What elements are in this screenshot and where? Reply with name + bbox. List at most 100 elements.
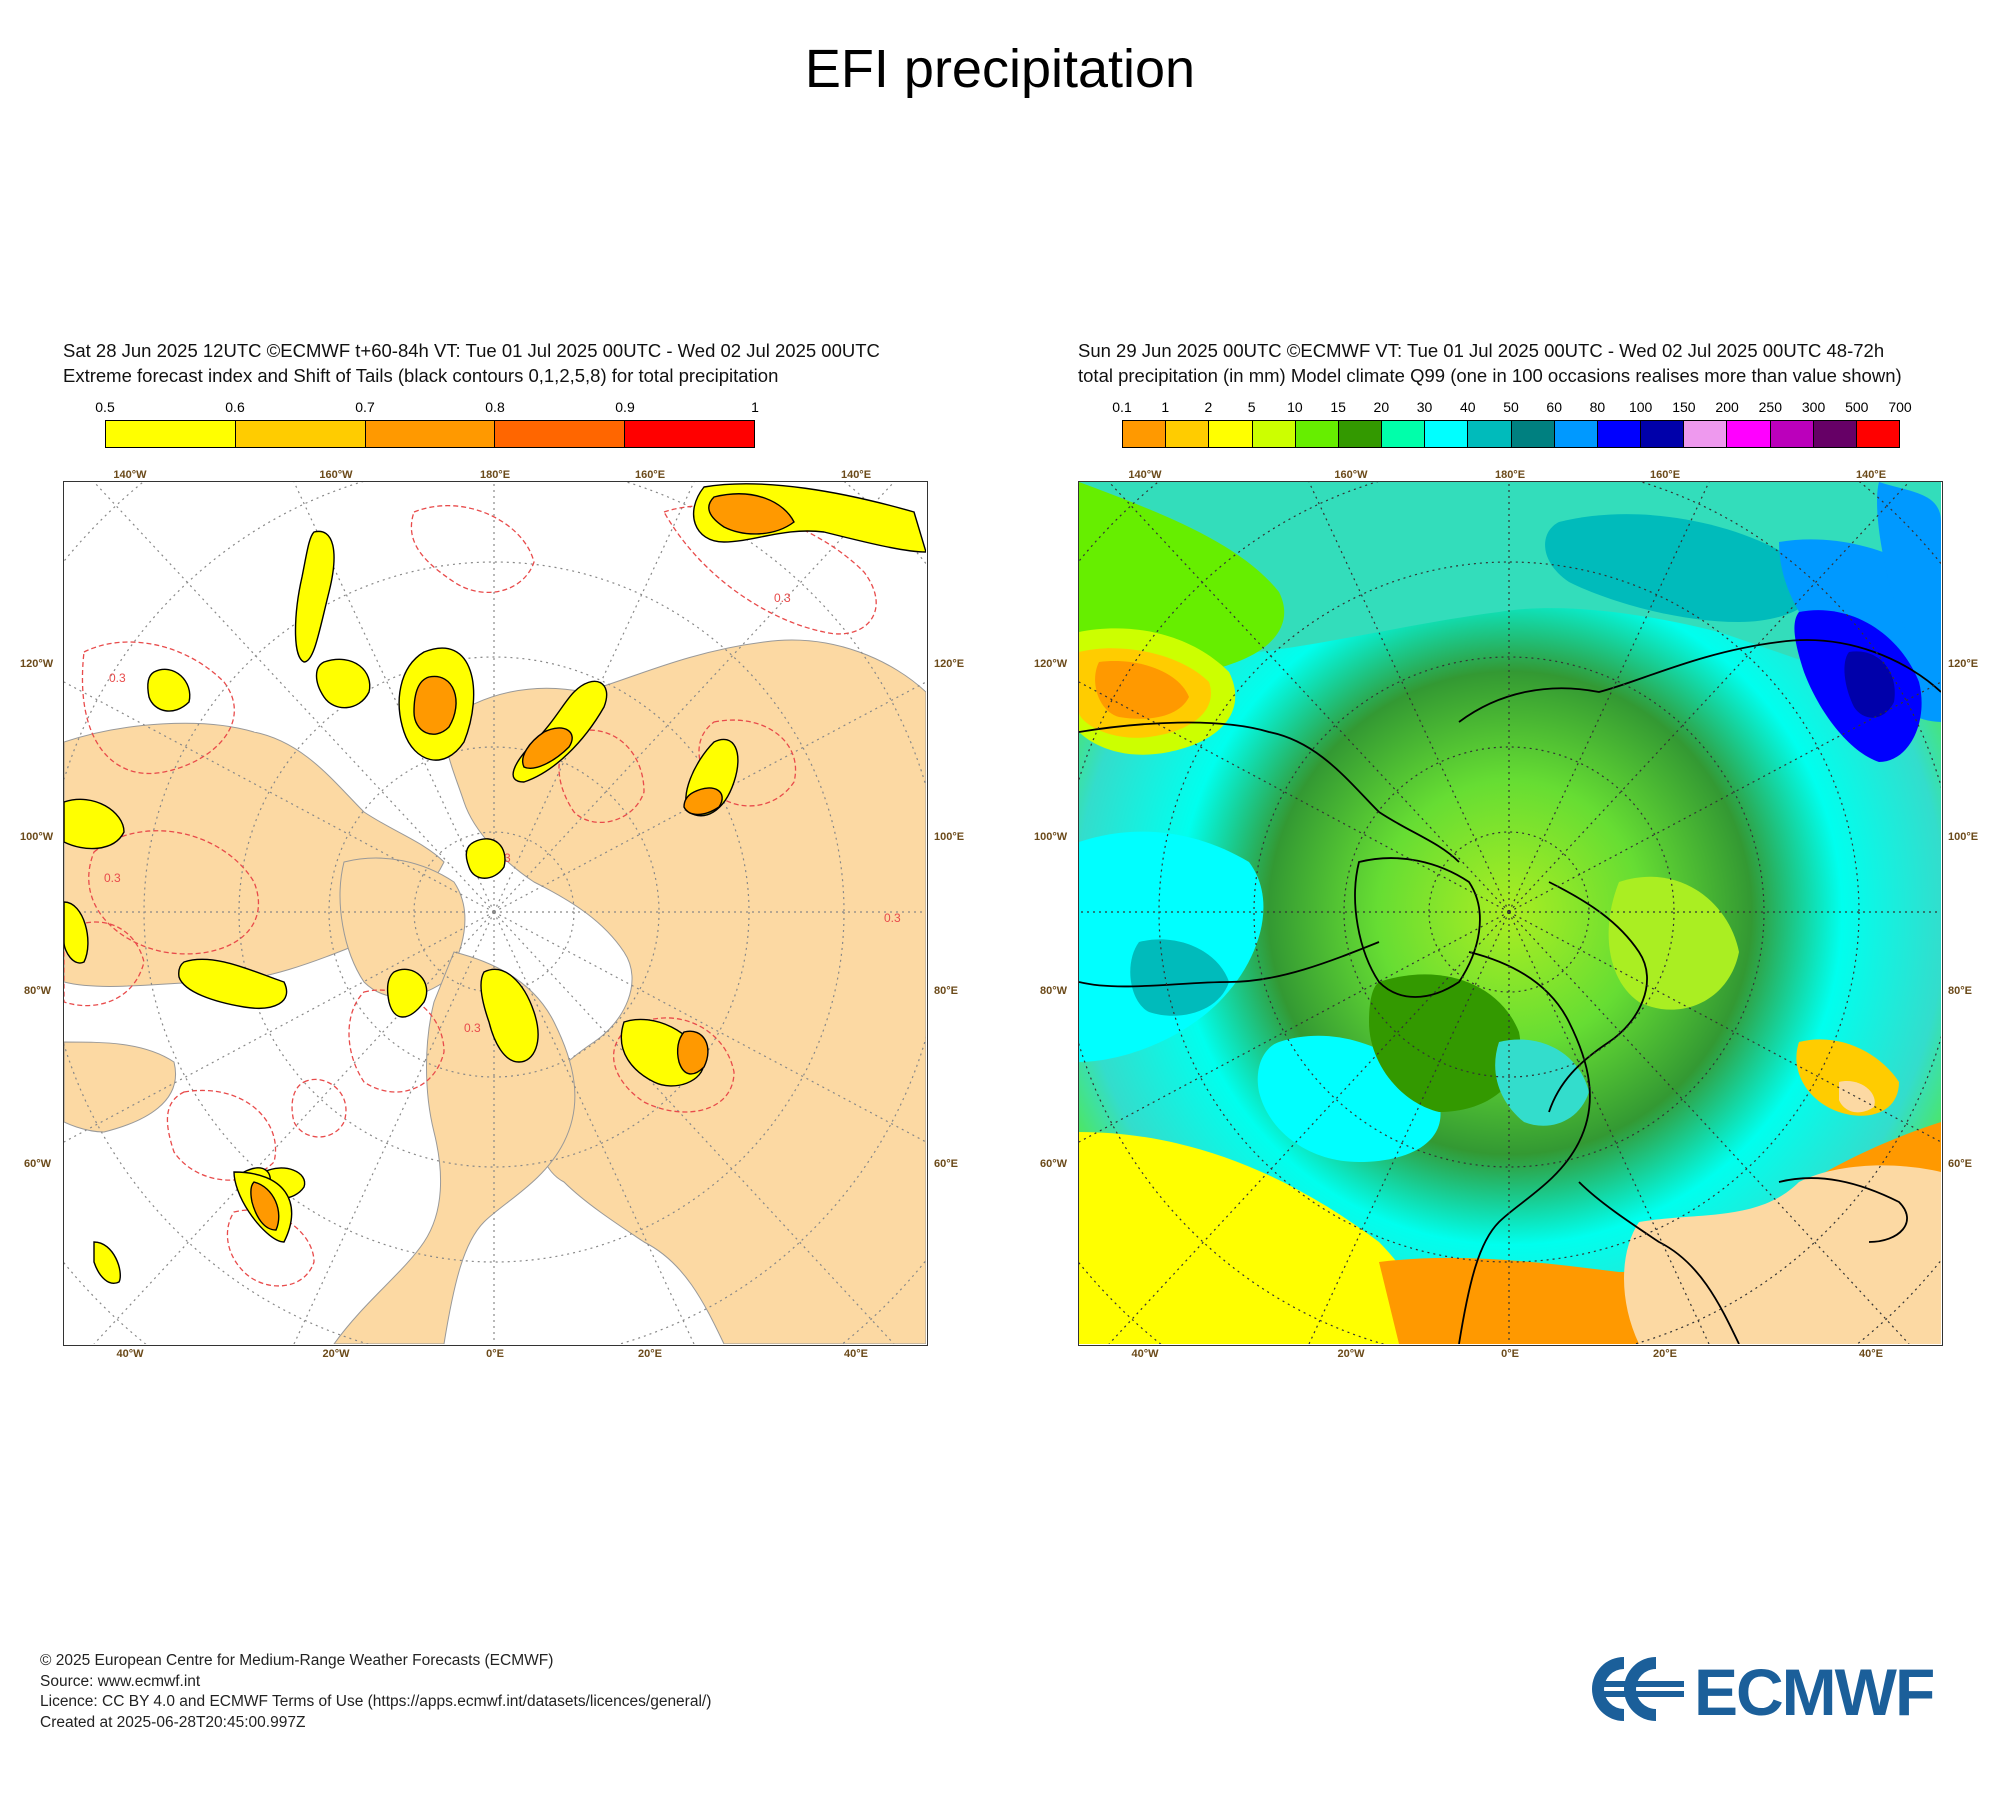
- lat-label: 120°W: [20, 658, 54, 670]
- right-colorbar-label: 15: [1330, 399, 1346, 415]
- lat-label: 80°E: [1948, 985, 1972, 997]
- right-colorbar-swatch: [1123, 421, 1167, 447]
- lon-label: 180°E: [1494, 469, 1526, 481]
- lon-label: 140°E: [840, 469, 872, 481]
- ecmwf-logo-text: ECMWF: [1694, 1655, 1933, 1723]
- right-colorbar-label: 5: [1247, 399, 1256, 415]
- left-header-line1: Sat 28 Jun 2025 12UTC ©ECMWF t+60-84h VT…: [63, 340, 880, 361]
- q99-precip-map[interactable]: [1078, 481, 1943, 1346]
- right-colorbar-label: 30: [1416, 399, 1433, 415]
- lat-label: 100°E: [1948, 831, 1979, 843]
- right-colorbar-swatch: [1554, 421, 1598, 447]
- right-colorbar-swatch: [1468, 421, 1512, 447]
- right-colorbar-label: 250: [1758, 399, 1783, 415]
- right-colorbar-label: 700: [1888, 399, 1912, 415]
- lat-label: 80°W: [1040, 985, 1068, 997]
- right-colorbar-swatch: [1597, 421, 1642, 447]
- left-colorbar-label: 0.7: [355, 399, 375, 415]
- lat-label: 60°E: [934, 1158, 958, 1170]
- lat-label: 100°W: [1034, 831, 1068, 843]
- lat-label: 100°W: [20, 831, 54, 843]
- right-colorbar-swatch: [1684, 421, 1728, 447]
- graticule: [64, 482, 926, 1344]
- lat-label: 120°E: [1948, 658, 1979, 670]
- right-header-line1: Sun 29 Jun 2025 00UTC ©ECMWF VT: Tue 01 …: [1078, 340, 1885, 361]
- lon-label: 160°E: [634, 469, 666, 481]
- right-colorbar-swatch: [1295, 421, 1339, 447]
- lon-label: 40°W: [116, 1348, 144, 1360]
- lon-label: 0°E: [486, 1348, 504, 1360]
- land-masses: [64, 639, 926, 1344]
- right-colorbar-swatch: [1425, 421, 1469, 447]
- lon-label: 140°W: [113, 469, 147, 481]
- contour-label: 0.3: [774, 591, 791, 605]
- lon-label: 20°E: [1653, 1348, 1677, 1360]
- right-panel-header: Sun 29 Jun 2025 00UTC ©ECMWF VT: Tue 01 …: [1078, 338, 1902, 388]
- left-colorbar-label: 0.9: [615, 399, 635, 415]
- right-colorbar-label: 300: [1801, 399, 1826, 415]
- right-colorbar-label: 200: [1715, 399, 1739, 415]
- footer-source[interactable]: Source: www.ecmwf.int: [40, 1672, 201, 1690]
- lat-label: 80°W: [24, 985, 52, 997]
- left-colorbar-label: 0.8: [485, 399, 505, 415]
- right-colorbar-swatch: [1338, 421, 1383, 447]
- footer-copyright: © 2025 European Centre for Medium-Range …: [40, 1652, 554, 1669]
- right-lon-top-labels: 140°W 160°W 180°E 160°E 140°E: [1078, 469, 1943, 483]
- left-lon-top-labels: 140°W 160°W 180°E 160°E 140°E: [63, 469, 928, 483]
- lon-label: 0°E: [1501, 1348, 1519, 1360]
- lon-label: 160°W: [319, 469, 353, 481]
- efi-shaded-areas: [64, 483, 926, 1284]
- right-colorbar-labels: 0.1 1 2 5 10 15 20 30 40 50 60 80 100 150 200 250 300 500…: [1112, 399, 1911, 421]
- lon-label: 20°W: [322, 1348, 350, 1360]
- ecmwf-logo-mark: [1592, 1657, 1684, 1721]
- right-colorbar-swatch: [1382, 421, 1426, 447]
- lon-label: 160°E: [1649, 469, 1681, 481]
- left-colorbar-swatch: [365, 421, 496, 447]
- page-title: EFI precipitation: [804, 39, 1196, 99]
- lat-label: 120°W: [1034, 658, 1068, 670]
- right-colorbar-label: 100: [1628, 399, 1653, 415]
- efi-map[interactable]: 0.3 0.3 0.3 0.3 0.3 0.3: [63, 481, 928, 1346]
- right-colorbar-label: 1: [1161, 399, 1170, 415]
- lon-label: 40°E: [844, 1348, 868, 1360]
- ecmwf-logo: ECMWF: [1590, 1655, 1965, 1729]
- right-colorbar-swatch: [1770, 421, 1814, 447]
- right-colorbar-swatch: [1856, 421, 1900, 447]
- left-colorbar: [105, 420, 755, 448]
- contour-label: 0.3: [884, 911, 901, 925]
- footer: © 2025 European Centre for Medium-Range …: [40, 1651, 711, 1733]
- right-colorbar-swatch: [1209, 421, 1253, 447]
- lon-label: 140°E: [1855, 469, 1887, 481]
- right-colorbar-label: 150: [1672, 399, 1696, 415]
- graticule: [1079, 482, 1941, 1344]
- right-colorbar-label: 80: [1589, 399, 1606, 415]
- contour-labels: 0.3 0.3 0.3 0.3 0.3 0.3: [104, 591, 901, 1035]
- left-colorbar-swatch: [495, 421, 626, 447]
- right-colorbar: [1122, 420, 1900, 448]
- left-colorbar-label: 1: [751, 399, 759, 415]
- right-colorbar-label: 40: [1459, 399, 1476, 415]
- lat-label: 100°E: [934, 831, 965, 843]
- contour-label: 0.3: [104, 871, 121, 885]
- lon-label: 20°E: [638, 1348, 662, 1360]
- lon-label: 20°W: [1337, 1348, 1365, 1360]
- right-lon-bottom-labels: 40°W 20°W 0°E 20°E 40°E: [1078, 1348, 1943, 1362]
- right-colorbar-label: 2: [1204, 399, 1213, 415]
- right-colorbar-label: 60: [1546, 399, 1563, 415]
- right-colorbar-label: 0.1: [1112, 399, 1132, 415]
- footer-licence[interactable]: Licence: CC BY 4.0 and ECMWF Terms of Us…: [40, 1693, 712, 1710]
- left-panel-header: Sat 28 Jun 2025 12UTC ©ECMWF t+60-84h VT…: [63, 338, 880, 388]
- left-colorbar-swatch: [106, 421, 236, 447]
- right-colorbar-swatch: [1813, 421, 1857, 447]
- lat-label: 60°W: [24, 1158, 52, 1170]
- lat-label: 60°W: [1040, 1158, 1068, 1170]
- contour-label: 0.3: [109, 671, 126, 685]
- lon-label: 140°W: [1128, 469, 1162, 481]
- footer-created: Created at 2025-06-28T20:45:00.997Z: [40, 1713, 306, 1731]
- lon-label: 160°W: [1334, 469, 1368, 481]
- right-colorbar-label: 20: [1373, 399, 1390, 415]
- right-colorbar-swatch: [1511, 421, 1555, 447]
- lon-label: 40°E: [1859, 1348, 1883, 1360]
- right-colorbar-swatch: [1252, 421, 1296, 447]
- left-colorbar-label: 0.6: [225, 399, 245, 415]
